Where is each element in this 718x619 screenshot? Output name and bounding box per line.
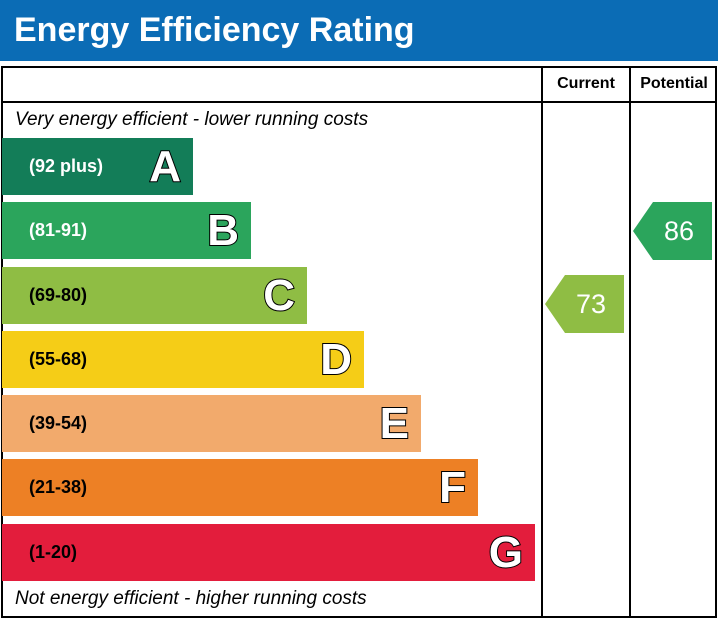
band-letter: C	[262, 270, 296, 321]
band-letter: F	[438, 462, 467, 513]
band-range: (81-91)	[29, 220, 88, 240]
top-note: Very energy efficient - lower running co…	[15, 109, 369, 130]
potential-rating-value: 86	[663, 216, 694, 246]
current-column-header: Current	[557, 75, 615, 92]
band-range: (21-38)	[29, 477, 88, 497]
header-divider	[1, 101, 717, 103]
band-letter: B	[206, 205, 240, 256]
band-bar-d: (55-68) D	[2, 331, 364, 388]
potential-rating-arrow: 86	[633, 202, 712, 260]
potential-column-header: Potential	[640, 75, 708, 92]
band-bar-a: (92 plus) A	[2, 138, 193, 195]
band-letter: E	[379, 398, 410, 449]
band-letter: A	[148, 141, 182, 192]
band-letter: D	[319, 334, 353, 385]
page-title: Energy Efficiency Rating	[0, 0, 718, 61]
band-bar-e: (39-54) E	[2, 395, 421, 452]
column-divider	[629, 66, 631, 618]
band-range: (92 plus)	[29, 156, 104, 176]
band-letter: G	[488, 527, 524, 578]
band-range: (1-20)	[29, 542, 78, 562]
band-bar-f: (21-38) F	[2, 459, 478, 516]
band-bar-g: (1-20) G	[2, 524, 535, 581]
band-bar-b: (81-91) B	[2, 202, 251, 259]
column-divider	[541, 66, 543, 618]
bottom-note: Not energy efficient - higher running co…	[15, 588, 367, 609]
band-range: (39-54)	[29, 413, 88, 433]
band-bar-c: (69-80) C	[2, 267, 307, 324]
band-range: (69-80)	[29, 285, 88, 305]
current-rating-value: 73	[575, 289, 606, 319]
band-range: (55-68)	[29, 349, 88, 369]
